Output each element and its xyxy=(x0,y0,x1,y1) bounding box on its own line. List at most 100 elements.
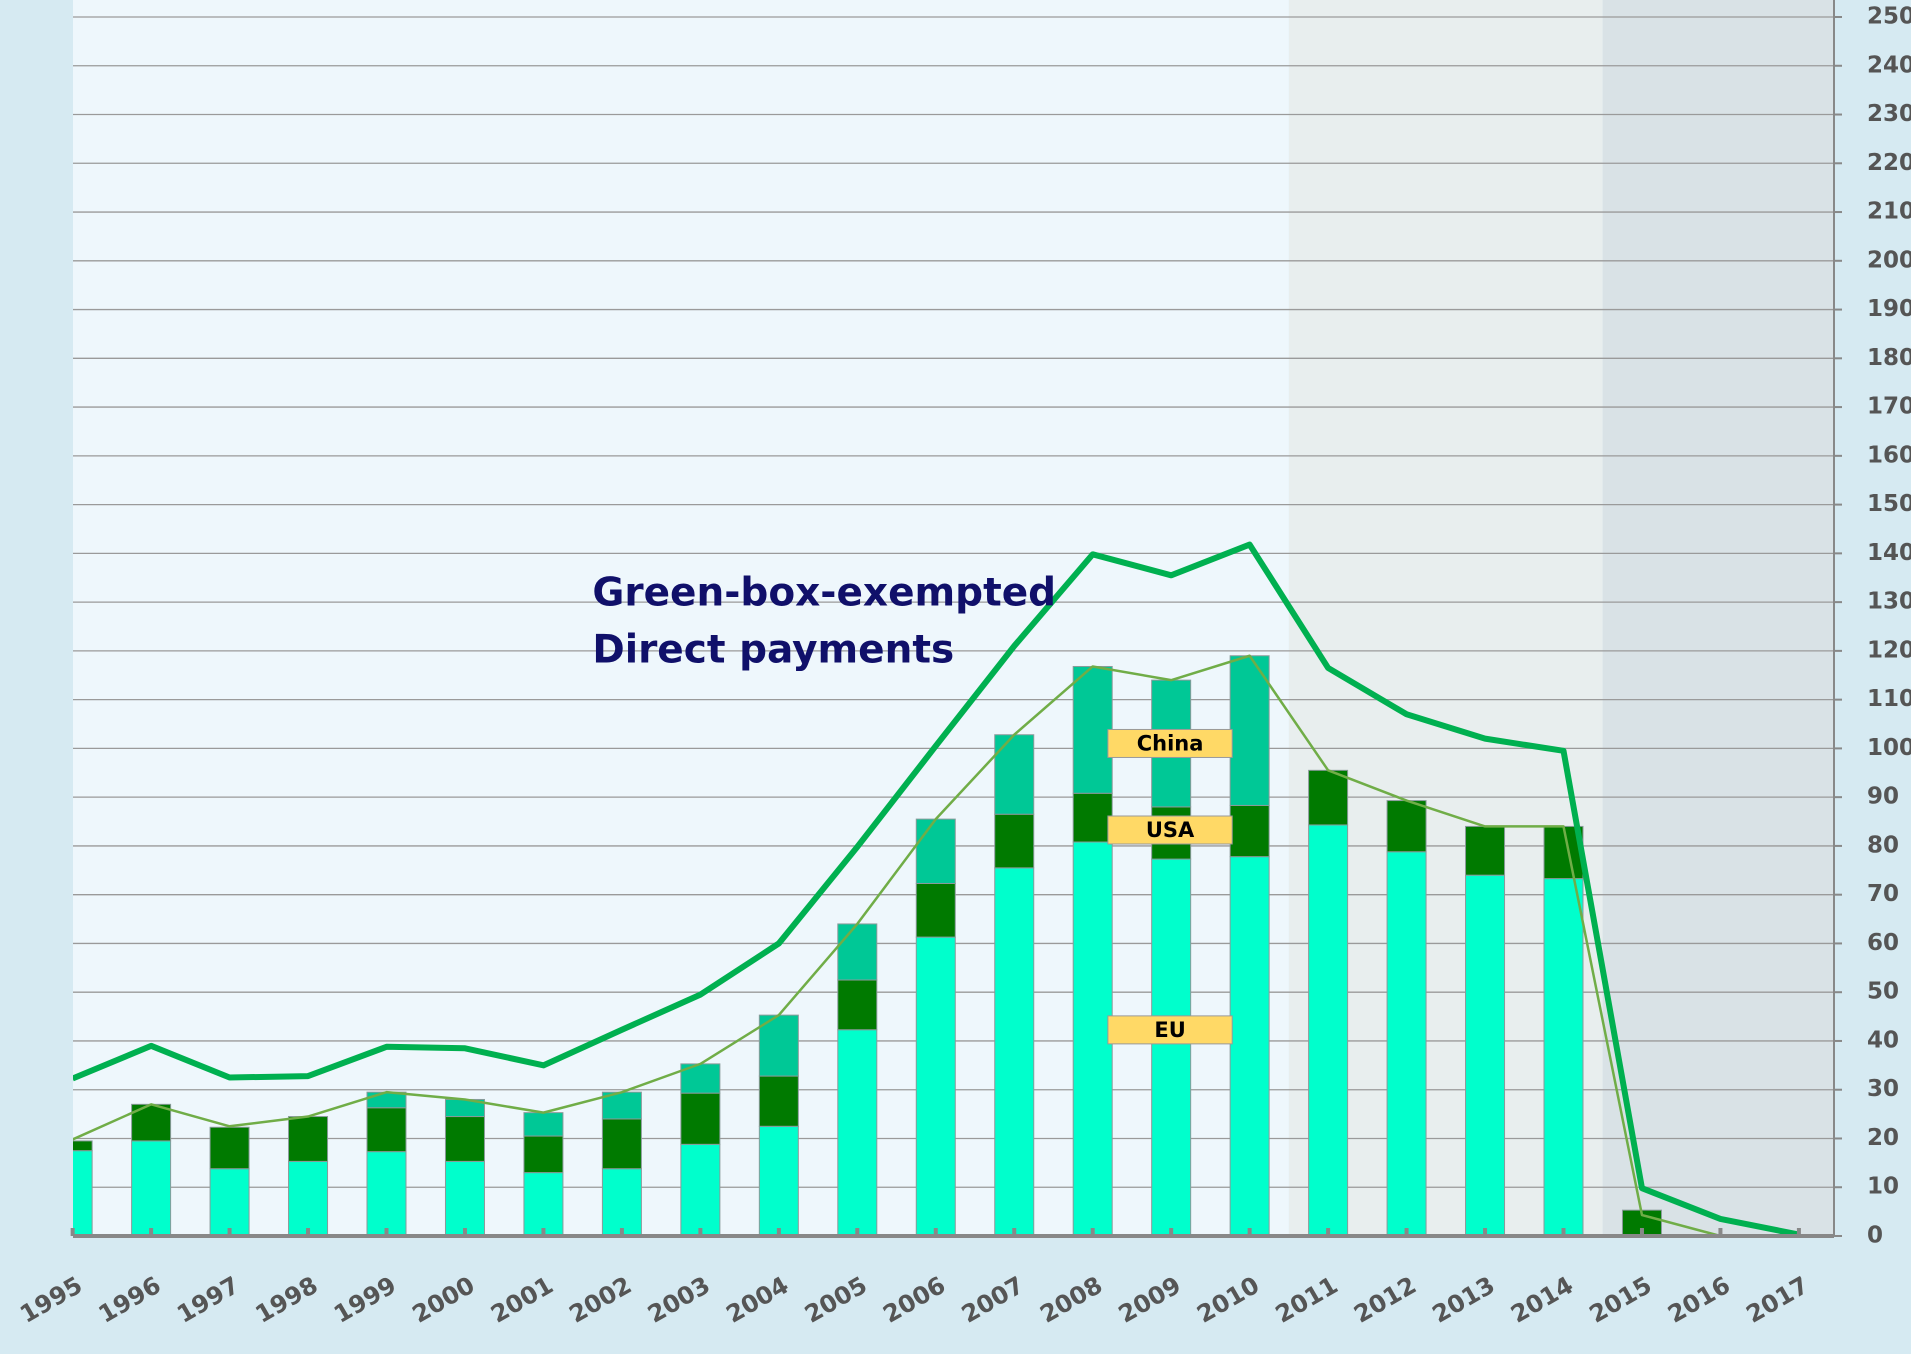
bar-segment xyxy=(73,1150,93,1237)
bar-segment xyxy=(523,1135,564,1174)
bar-segment xyxy=(366,1107,407,1153)
bar-segment xyxy=(758,1125,799,1237)
bar-segment xyxy=(1229,856,1270,1237)
bar-segment xyxy=(523,1112,564,1137)
x-tick-label: 1998 xyxy=(251,1271,323,1329)
x-tick-label: 2013 xyxy=(1428,1271,1500,1329)
x-tick-label: 2016 xyxy=(1663,1271,1735,1329)
y-tick-label: 70 xyxy=(1867,881,1899,907)
bar-segment xyxy=(1308,769,1349,826)
bar-segment xyxy=(994,734,1035,815)
legend-label: China xyxy=(1137,731,1204,755)
y-tick-label: 150 xyxy=(1867,491,1911,517)
y-tick-label: 130 xyxy=(1867,589,1911,615)
bar-segment xyxy=(1386,800,1427,853)
bar-segment xyxy=(601,1118,642,1170)
line xyxy=(73,654,1799,1238)
y-tick-label: 200 xyxy=(1867,247,1911,273)
bar-segment xyxy=(837,979,878,1031)
y-tick-label: 220 xyxy=(1867,150,1911,176)
bar-segment xyxy=(915,936,956,1237)
y-tick-label: 90 xyxy=(1867,784,1899,810)
y-tick-label: 210 xyxy=(1867,199,1911,225)
bar-segment xyxy=(758,1014,799,1077)
bar-segment xyxy=(758,1075,799,1127)
legend-box xyxy=(1107,1015,1233,1045)
bar-segment xyxy=(680,1143,721,1237)
y-tick-label: 160 xyxy=(1867,442,1911,468)
x-tick-label: 2011 xyxy=(1271,1271,1343,1329)
line xyxy=(73,541,1800,1238)
y-tick-label: 50 xyxy=(1867,979,1899,1005)
annotation: Green-box-exempted xyxy=(592,570,1056,615)
bar-segment xyxy=(915,818,956,884)
bar-segment xyxy=(1308,824,1349,1237)
y-tick-label: 240 xyxy=(1867,52,1911,78)
bar-segment xyxy=(601,1168,642,1237)
x-tick-label: 2017 xyxy=(1742,1271,1814,1329)
bar-segment xyxy=(288,1160,329,1237)
x-tick-label: 2008 xyxy=(1035,1271,1107,1329)
region-3 xyxy=(1602,0,1834,1236)
bar-segment xyxy=(1072,841,1113,1237)
bar-segment xyxy=(680,1092,721,1145)
bar-segment xyxy=(209,1168,250,1237)
legend-label: EU xyxy=(1154,1018,1185,1042)
bar-segment xyxy=(1229,804,1270,858)
plot-area xyxy=(73,541,1800,1238)
bar-segment xyxy=(1072,792,1113,843)
bar-segment xyxy=(1465,874,1506,1237)
bar-segment xyxy=(1386,851,1427,1237)
x-tick-label: 2015 xyxy=(1585,1271,1657,1329)
bar-segment xyxy=(994,813,1035,869)
y-tick-label: 190 xyxy=(1867,296,1911,322)
legend-box xyxy=(1107,728,1233,758)
x-tick-label: 1995 xyxy=(15,1271,87,1329)
legend-label: USA xyxy=(1146,818,1195,842)
bar-segment xyxy=(1072,665,1113,794)
bar-segment xyxy=(288,1116,329,1162)
annotation: Direct payments xyxy=(592,628,954,673)
y-tick-label: 120 xyxy=(1867,637,1911,663)
y-tick-label: 40 xyxy=(1867,1027,1899,1053)
y-tick-label: 80 xyxy=(1867,832,1899,858)
bar-segment xyxy=(837,923,878,981)
bar-segment xyxy=(1229,655,1270,806)
y-tick-label: 20 xyxy=(1867,1125,1899,1151)
legend-box xyxy=(1107,815,1233,845)
y-tick-label: 0 xyxy=(1867,1223,1883,1249)
bar-segment xyxy=(209,1126,250,1170)
bar-segment xyxy=(444,1116,485,1162)
x-tick-label: 2006 xyxy=(878,1271,950,1329)
bar-segment xyxy=(915,882,956,938)
plot-background xyxy=(73,0,1834,1236)
bar-segment xyxy=(837,1029,878,1237)
x-tick-label: 1999 xyxy=(329,1271,401,1329)
x-tick-label: 2012 xyxy=(1349,1271,1421,1329)
bar-segment xyxy=(1151,858,1192,1237)
y-tick-label: 100 xyxy=(1867,735,1911,761)
bar-segment xyxy=(994,867,1035,1237)
bar-segment xyxy=(1543,878,1584,1237)
x-tick-label: 2014 xyxy=(1506,1271,1578,1329)
y-tick-label: 10 xyxy=(1867,1174,1899,1200)
x-tick-label: 2003 xyxy=(643,1271,715,1329)
bar-segment xyxy=(366,1151,407,1237)
x-tick-label: 2004 xyxy=(721,1271,793,1329)
y-tick-label: 230 xyxy=(1867,101,1911,127)
x-tick-label: 2005 xyxy=(800,1271,872,1329)
y-tick-label: 140 xyxy=(1867,540,1911,566)
x-tick-label: 2007 xyxy=(957,1271,1029,1329)
y-tick-label: 30 xyxy=(1867,1076,1899,1102)
x-tick-label: 2000 xyxy=(408,1271,480,1329)
x-tick-label: 2009 xyxy=(1114,1271,1186,1329)
y-tick-label: 110 xyxy=(1867,686,1911,712)
x-tick-label: 2002 xyxy=(565,1271,637,1329)
y-tick-label: 60 xyxy=(1867,930,1899,956)
x-tick-label: 2010 xyxy=(1192,1271,1264,1329)
y-tick-label: 180 xyxy=(1867,345,1911,371)
x-tick-label: 2001 xyxy=(486,1271,558,1329)
bar-segment xyxy=(444,1160,485,1237)
bar-segment xyxy=(131,1140,172,1237)
